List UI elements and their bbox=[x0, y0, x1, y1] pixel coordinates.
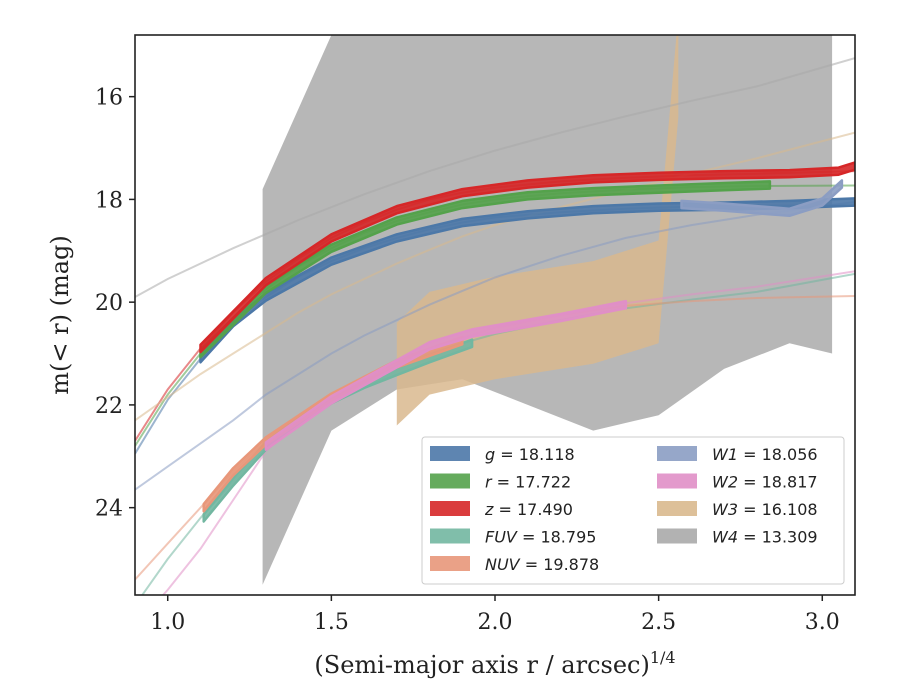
profile-z bbox=[199, 161, 855, 354]
w3-band-area bbox=[396, 35, 679, 426]
legend-band-name: NUV bbox=[485, 555, 521, 574]
legend-label-w4: W4 = 13.309 bbox=[712, 528, 818, 547]
legend-label-g: g = 18.118 bbox=[485, 445, 575, 464]
model-curve-w4 bbox=[135, 57, 855, 298]
profile-w1 bbox=[680, 179, 844, 218]
x-tick-label: 1.5 bbox=[314, 610, 349, 635]
legend-label-z: z = 17.490 bbox=[484, 500, 573, 519]
legend-band-name: FUV bbox=[485, 528, 518, 547]
legend-band-value: = 17.490 bbox=[493, 500, 573, 519]
legend-label-nuv: NUV = 19.878 bbox=[485, 555, 599, 574]
y-tick-label: 16 bbox=[95, 86, 123, 111]
legend-swatch-nuv bbox=[430, 556, 470, 571]
legend-swatch-w3 bbox=[657, 501, 697, 516]
legend-band-name: g bbox=[485, 445, 495, 464]
legend-swatch-z bbox=[430, 501, 470, 516]
legend-swatch-r bbox=[430, 473, 470, 489]
model-curve-w1 bbox=[135, 201, 855, 491]
y-axis-label: m(< r) (mag) bbox=[46, 235, 74, 394]
y-tick-label: 22 bbox=[95, 394, 123, 419]
legend-swatch-g bbox=[430, 446, 470, 461]
x-tick-label: 3.0 bbox=[805, 610, 840, 635]
y-axis: 16 18 20 22 24 bbox=[95, 86, 135, 522]
measured-profiles bbox=[199, 161, 855, 523]
legend-band-value: = 17.722 bbox=[492, 473, 572, 492]
legend-label-r: r = 17.722 bbox=[485, 473, 571, 492]
legend-band-name: z bbox=[484, 500, 494, 519]
y-tick-label: 20 bbox=[95, 291, 123, 316]
legend-band-value: = 18.817 bbox=[738, 473, 818, 492]
legend-band-name: W2 bbox=[712, 473, 738, 492]
x-tick-label: 2.0 bbox=[478, 610, 513, 635]
x-axis-label-exponent: 1/4 bbox=[650, 648, 676, 667]
x-tick-label: 1.0 bbox=[150, 610, 185, 635]
legend-band-value: = 18.056 bbox=[738, 445, 818, 464]
legend-label-w3: W3 = 16.108 bbox=[712, 500, 818, 519]
legend-frame bbox=[421, 436, 845, 585]
w3-uncertainty-band bbox=[396, 35, 679, 426]
legend-label-w2: W2 = 18.817 bbox=[712, 473, 818, 492]
legend-label-fuv: FUV = 18.795 bbox=[485, 528, 596, 547]
legend-swatch-w4 bbox=[657, 528, 697, 544]
x-tick-label: 2.5 bbox=[641, 610, 676, 635]
profile-g bbox=[199, 197, 855, 364]
y-tick-label: 18 bbox=[95, 188, 123, 213]
legend-band-value: = 18.795 bbox=[517, 528, 597, 547]
legend-swatch-w1 bbox=[657, 446, 697, 461]
x-axis: 1.0 1.5 2.0 2.5 3.0 bbox=[150, 595, 840, 635]
legend-band-name: W1 bbox=[712, 445, 738, 464]
legend-band-value: = 13.309 bbox=[738, 528, 818, 547]
y-tick-label: 24 bbox=[95, 497, 123, 522]
legend-swatch-w2 bbox=[657, 473, 697, 489]
profile-r bbox=[199, 180, 772, 359]
legend-swatch-fuv bbox=[430, 528, 470, 544]
legend-band-name: r bbox=[485, 473, 493, 492]
legend-band-value: = 18.118 bbox=[495, 445, 575, 464]
legend-band-value: = 16.108 bbox=[738, 500, 818, 519]
x-axis-label-text: (Semi-major axis r / arcsec) bbox=[314, 651, 649, 679]
legend-band-name: W3 bbox=[712, 500, 738, 519]
profile-w2 bbox=[264, 299, 628, 451]
legend-band-name: W4 bbox=[712, 528, 738, 547]
legend-band-value: = 19.878 bbox=[520, 555, 600, 574]
x-axis-label: (Semi-major axis r / arcsec)1/4 bbox=[314, 648, 675, 679]
legend-label-w1: W1 = 18.056 bbox=[712, 445, 818, 464]
profile-nuv bbox=[202, 335, 464, 513]
